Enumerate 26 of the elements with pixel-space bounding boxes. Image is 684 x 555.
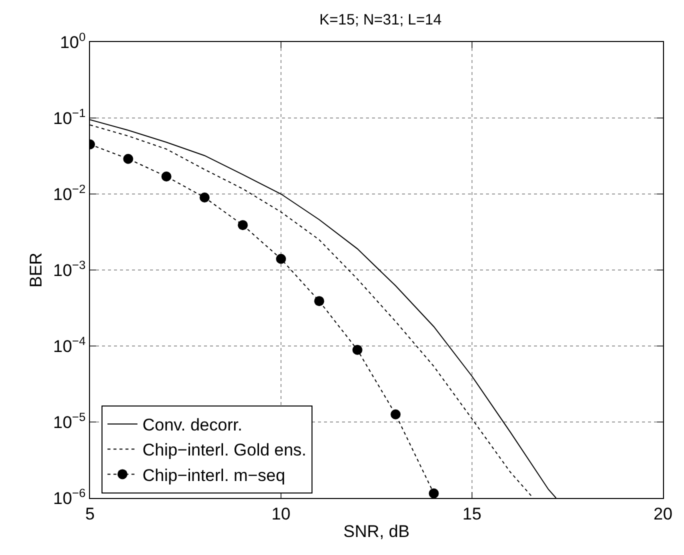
y-axis-title: BER [26,252,46,288]
x-axis-title: SNR, dB [343,522,410,541]
point [428,488,439,498]
chart-title: K=15; N=31; L=14 [319,11,442,28]
y-tick-label: 10$^{−5}$ [53,410,86,432]
point [390,409,401,420]
y-tick-label: 10$^{−2}$ [53,182,86,204]
legend-label: Chip−interl. m−seq [142,466,286,485]
point [352,344,362,355]
point [200,192,210,202]
point [276,254,286,264]
y-tick-label: 10$^{0}$ [60,30,86,52]
y-tick-label: 10$^{−6}$ [53,486,86,508]
legend-label: Chip−interl. Gold ens. [142,440,306,460]
x-tick-label: 20 [654,504,672,524]
point [123,154,134,164]
y-tick-label: 10$^{−3}$ [53,258,86,280]
y-tick-label: 10$^{−1}$ [53,106,86,128]
x-tick-label: 15 [462,504,482,524]
point [238,220,248,230]
point [314,296,324,306]
point [161,171,172,182]
legend-label: Conv. decorr. [142,416,242,435]
x-tick-label: 10 [272,504,290,524]
y-tick-label: 10$^{−4}$ [53,334,86,356]
x-tick-label: 5 [85,504,95,524]
